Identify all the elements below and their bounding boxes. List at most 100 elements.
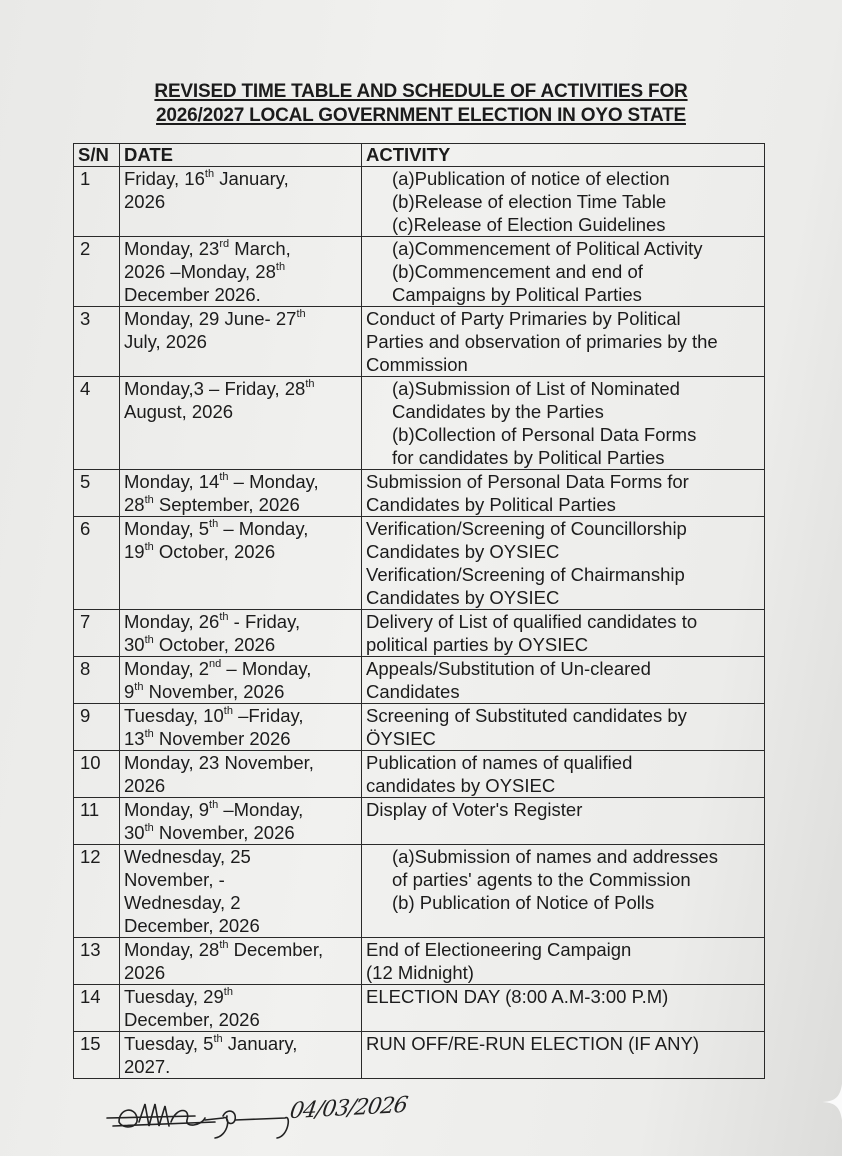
- activity-cell: (a)Submission of names and addresses of p…: [361, 844, 765, 938]
- date-text: Tuesday, 10: [124, 705, 224, 726]
- date-text: Monday, 5: [124, 518, 210, 539]
- date-cell: Monday, 29 June- 27th July, 2026: [119, 306, 362, 377]
- activity-line: Delivery of List of qualified candidates…: [366, 611, 698, 632]
- activity-line: Publication of names of qualified: [366, 752, 633, 773]
- ordinal-suffix: th: [144, 634, 154, 646]
- date-line: August, 2026: [124, 400, 357, 423]
- serial-number: 14: [73, 984, 120, 1032]
- date-line: Monday, 23 November,: [124, 751, 357, 774]
- table-row: 4 Monday,3 – Friday, 28th August, 2026 (a)S…: [73, 376, 765, 470]
- date-text: –Monday,: [218, 799, 304, 820]
- date-text: Wednesday, 25: [124, 846, 251, 867]
- activity-line: Parties and observation of primaries by …: [366, 331, 718, 352]
- activity-line: Conduct of Party Primaries by Political: [366, 308, 681, 329]
- date-line: Monday, 5th – Monday,: [124, 517, 357, 540]
- ordinal-suffix: th: [144, 541, 154, 553]
- activity-cell: Verification/Screening of Councillorship…: [361, 516, 765, 610]
- date-text: November, 2026: [143, 681, 285, 702]
- ordinal-suffix: th: [296, 308, 306, 320]
- serial-number: 5: [73, 469, 120, 517]
- ordinal-suffix: th: [144, 728, 154, 740]
- ordinal-suffix: nd: [209, 658, 222, 670]
- date-text: 30: [124, 634, 145, 655]
- activity-line: Verification/Screening of Chairmanship: [366, 564, 685, 585]
- date-line: Monday, 29 June- 27th: [124, 307, 357, 330]
- date-line: Monday, 2nd – Monday,: [124, 657, 357, 680]
- activity-line: (a)Commencement of Political Activity: [392, 238, 703, 259]
- serial-number: 3: [73, 306, 120, 377]
- ordinal-suffix: th: [219, 939, 229, 951]
- activity-line: (b) Publication of Notice of Polls: [392, 892, 655, 913]
- date-text: 2026 –Monday, 28: [124, 261, 276, 282]
- activity-line: Appeals/Substitution of Un-cleared: [366, 658, 651, 679]
- date-text: Tuesday, 5: [124, 1033, 214, 1054]
- signature-date: 04/03/2026: [288, 1092, 409, 1125]
- activity-line: Commission: [366, 354, 468, 375]
- date-line: 9th November, 2026: [124, 680, 357, 703]
- activity-cell: Publication of names of qualified candida…: [361, 750, 765, 798]
- date-cell: Monday, 14th – Monday, 28th September, 20…: [119, 469, 362, 517]
- ordinal-suffix: th: [275, 261, 286, 273]
- date-text: October, 2026: [153, 634, 276, 655]
- ordinal-suffix: th: [219, 611, 229, 623]
- date-line: Monday, 28th December,: [124, 938, 357, 961]
- serial-number: 1: [73, 166, 120, 237]
- date-text: August, 2026: [124, 401, 234, 422]
- activity-cell: End of Electioneering Campaign (12 Midnig…: [361, 937, 765, 985]
- date-text: Monday, 23 November,: [124, 752, 314, 773]
- date-cell: Friday, 16th January, 2026: [119, 166, 362, 237]
- serial-number: 8: [73, 656, 120, 704]
- date-text: 9: [124, 681, 135, 702]
- schedule-table: S/N DATE ACTIVITY 1 Friday, 16th January,…: [73, 143, 765, 1079]
- date-cell: Monday, 26th - Friday, 30th October, 2026: [119, 609, 362, 657]
- title-line-1: REVISED TIME TABLE AND SCHEDULE OF ACTIV…: [154, 81, 688, 102]
- table-header: S/N DATE ACTIVITY: [73, 143, 765, 167]
- table-row: 10 Monday, 23 November, 2026 Publication of…: [73, 750, 765, 798]
- date-cell: Tuesday, 29th December, 2026: [119, 984, 362, 1032]
- ordinal-suffix: th: [204, 168, 215, 180]
- date-cell: Monday, 2nd – Monday, 9th November, 2026: [119, 656, 362, 704]
- date-cell: Monday, 9th –Monday, 30th November, 2026: [119, 797, 362, 845]
- ordinal-suffix: th: [144, 494, 154, 506]
- table-row: 14 Tuesday, 29th December, 2026 ELECTION DA…: [73, 984, 765, 1032]
- date-text: December,: [228, 939, 324, 960]
- activity-line: (c)Release of Election Guidelines: [392, 214, 666, 235]
- date-text: December, 2026: [124, 1009, 260, 1030]
- date-text: 2027.: [124, 1056, 171, 1077]
- ordinal-suffix: th: [305, 378, 315, 390]
- date-line: 28th September, 2026: [124, 493, 357, 516]
- ordinal-suffix: th: [223, 705, 233, 717]
- date-line: Wednesday, 25: [124, 845, 357, 868]
- date-line: November, -: [124, 868, 357, 891]
- header-activity: ACTIVITY: [361, 143, 765, 167]
- date-line: December 2026.: [124, 283, 357, 306]
- date-cell: Monday,3 – Friday, 28th August, 2026: [119, 376, 362, 470]
- activity-line: (a)Submission of names and addresses: [392, 846, 718, 867]
- ordinal-suffix: th: [134, 681, 144, 693]
- ordinal-suffix: th: [223, 986, 233, 998]
- serial-number: 15: [73, 1031, 120, 1079]
- date-line: December, 2026: [124, 1008, 357, 1031]
- table-row: 13 Monday, 28th December, 2026 End of Elect…: [73, 937, 765, 985]
- activity-line: Candidates by OYSIEC: [366, 587, 560, 608]
- activity-line: RUN OFF/RE-RUN ELECTION (IF ANY): [366, 1033, 700, 1054]
- date-line: Monday, 9th –Monday,: [124, 798, 357, 821]
- serial-number: 10: [73, 750, 120, 798]
- date-text: Monday, 2: [124, 658, 210, 679]
- date-text: – Monday,: [218, 518, 309, 539]
- activity-line: End of Electioneering Campaign: [366, 939, 632, 960]
- date-text: Monday, 28: [124, 939, 220, 960]
- document-title: REVISED TIME TABLE AND SCHEDULE OF ACTIV…: [0, 80, 842, 128]
- date-text: December 2026.: [124, 284, 261, 305]
- date-text: 19: [124, 541, 145, 562]
- table-row: 11 Monday, 9th –Monday, 30th November, 202…: [73, 797, 765, 845]
- activity-cell: Appeals/Substitution of Un-cleared Candid…: [361, 656, 765, 704]
- handwritten-signature: [106, 1103, 290, 1139]
- serial-number: 11: [73, 797, 120, 845]
- activity-line: (b)Release of election Time Table: [392, 191, 667, 212]
- table-row: 8 Monday, 2nd – Monday, 9th November, 2026…: [73, 656, 765, 704]
- date-text: March,: [229, 238, 291, 259]
- activity-line: Submission of Personal Data Forms for: [366, 471, 689, 492]
- header-date: DATE: [119, 143, 362, 167]
- date-text: Tuesday, 29: [124, 986, 224, 1007]
